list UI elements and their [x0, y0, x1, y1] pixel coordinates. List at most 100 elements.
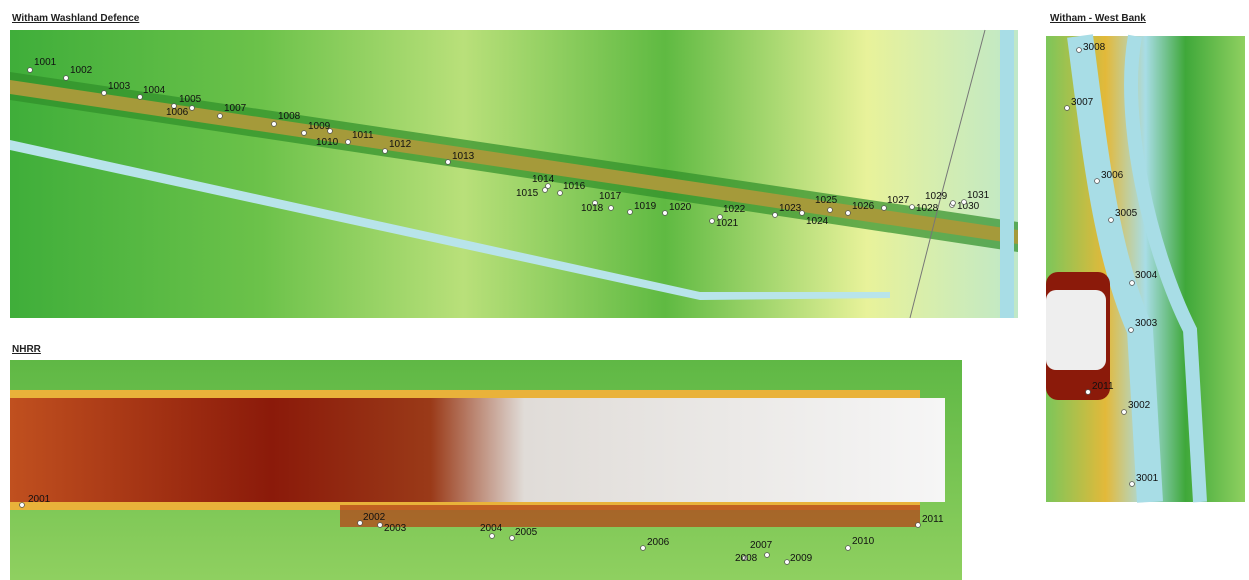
point-label: 1005 — [179, 94, 202, 105]
point-marker — [28, 68, 33, 73]
point-label: 2004 — [480, 523, 503, 534]
panel-nhrr — [10, 360, 962, 580]
panel-washland — [10, 30, 1018, 318]
point-marker — [510, 536, 515, 541]
point-marker — [378, 523, 383, 528]
point-label: 1017 — [599, 191, 622, 202]
point-marker — [358, 521, 363, 526]
point-label: 1011 — [352, 130, 374, 141]
point-marker — [609, 206, 614, 211]
point-label: 3005 — [1115, 208, 1138, 219]
point-marker — [20, 503, 25, 508]
point-marker — [383, 149, 388, 154]
point-label: 3003 — [1135, 318, 1158, 329]
point-marker — [718, 215, 723, 220]
point-label: 1024 — [806, 216, 829, 227]
point-marker — [446, 160, 451, 165]
point-marker — [628, 210, 633, 215]
point-label: 2002 — [363, 512, 386, 523]
point-label: 2005 — [515, 527, 538, 538]
point-label: 2003 — [384, 523, 407, 534]
point-label: 3008 — [1083, 42, 1106, 53]
point-marker — [138, 95, 143, 100]
panel-title: Witham - West Bank — [1050, 13, 1146, 24]
point-label: 1019 — [634, 201, 657, 212]
point-marker — [490, 534, 495, 539]
point-marker — [218, 114, 223, 119]
point-marker — [846, 546, 851, 551]
point-marker — [543, 188, 548, 193]
point-label: 3001 — [1136, 473, 1159, 484]
panel-title: Witham Washland Defence — [12, 13, 140, 24]
point-label: 1026 — [852, 201, 875, 212]
point-marker — [910, 205, 915, 210]
point-marker — [846, 211, 851, 216]
point-marker — [102, 91, 107, 96]
point-label: 1028 — [916, 203, 939, 214]
point-marker — [916, 523, 921, 528]
point-label: 1029 — [925, 191, 948, 202]
point-label: 1010 — [316, 137, 339, 148]
point-marker — [302, 131, 307, 136]
panel-title: NHRR — [12, 344, 42, 355]
point-label: 1030 — [957, 201, 980, 212]
point-label: 2008 — [735, 553, 758, 564]
point-label: 1027 — [887, 195, 910, 206]
point-label: 2001 — [28, 494, 51, 505]
point-marker — [558, 191, 563, 196]
point-marker — [1129, 328, 1134, 333]
point-marker — [962, 200, 967, 205]
point-marker — [828, 208, 833, 213]
point-label: 1022 — [723, 204, 746, 215]
road-cut — [10, 398, 945, 502]
point-label: 2011 — [1092, 381, 1114, 392]
point-marker — [785, 560, 790, 565]
point-marker — [1065, 106, 1070, 111]
point-marker — [190, 106, 195, 111]
point-marker — [272, 122, 277, 127]
point-label: 1006 — [166, 107, 189, 118]
point-label: 3006 — [1101, 170, 1124, 181]
point-label: 1014 — [532, 174, 555, 185]
point-label: 2010 — [852, 536, 875, 547]
point-marker — [882, 206, 887, 211]
point-label: 1012 — [389, 139, 412, 150]
point-marker — [765, 553, 770, 558]
channel — [1000, 30, 1014, 318]
point-label: 1013 — [452, 151, 475, 162]
page: {"panels": [ {"title": "Witham Washland … — [0, 0, 1249, 580]
point-marker — [328, 129, 333, 134]
point-marker — [710, 219, 715, 224]
point-label: 1003 — [108, 81, 131, 92]
point-label: 1015 — [516, 188, 539, 199]
point-label: 1020 — [669, 202, 692, 213]
point-label: 1018 — [581, 203, 604, 214]
point-marker — [1095, 179, 1100, 184]
point-label: 1008 — [278, 111, 301, 122]
point-label: 1023 — [779, 203, 802, 214]
point-marker — [1130, 482, 1135, 487]
point-label: 1016 — [563, 181, 586, 192]
point-label: 2009 — [790, 553, 813, 564]
point-label: 2007 — [750, 540, 773, 551]
point-marker — [1130, 281, 1135, 286]
point-label: 1025 — [815, 195, 838, 206]
map-sheet: Witham Washland Defence10011002100310041… — [0, 0, 1249, 580]
point-marker — [64, 76, 69, 81]
point-label: 1004 — [143, 85, 166, 96]
point-marker — [800, 211, 805, 216]
point-marker — [1086, 390, 1091, 395]
point-marker — [663, 211, 668, 216]
point-marker — [1109, 218, 1114, 223]
point-label: 3007 — [1071, 97, 1094, 108]
point-marker — [773, 213, 778, 218]
point-label: 3002 — [1128, 400, 1151, 411]
point-marker — [1122, 410, 1127, 415]
point-marker — [951, 201, 956, 206]
road-cut-core — [1046, 290, 1106, 370]
point-label: 1031 — [967, 190, 990, 201]
point-marker — [1077, 48, 1082, 53]
cut-slope — [340, 505, 920, 527]
point-label: 1001 — [34, 57, 57, 68]
point-label: 2011 — [922, 514, 944, 525]
